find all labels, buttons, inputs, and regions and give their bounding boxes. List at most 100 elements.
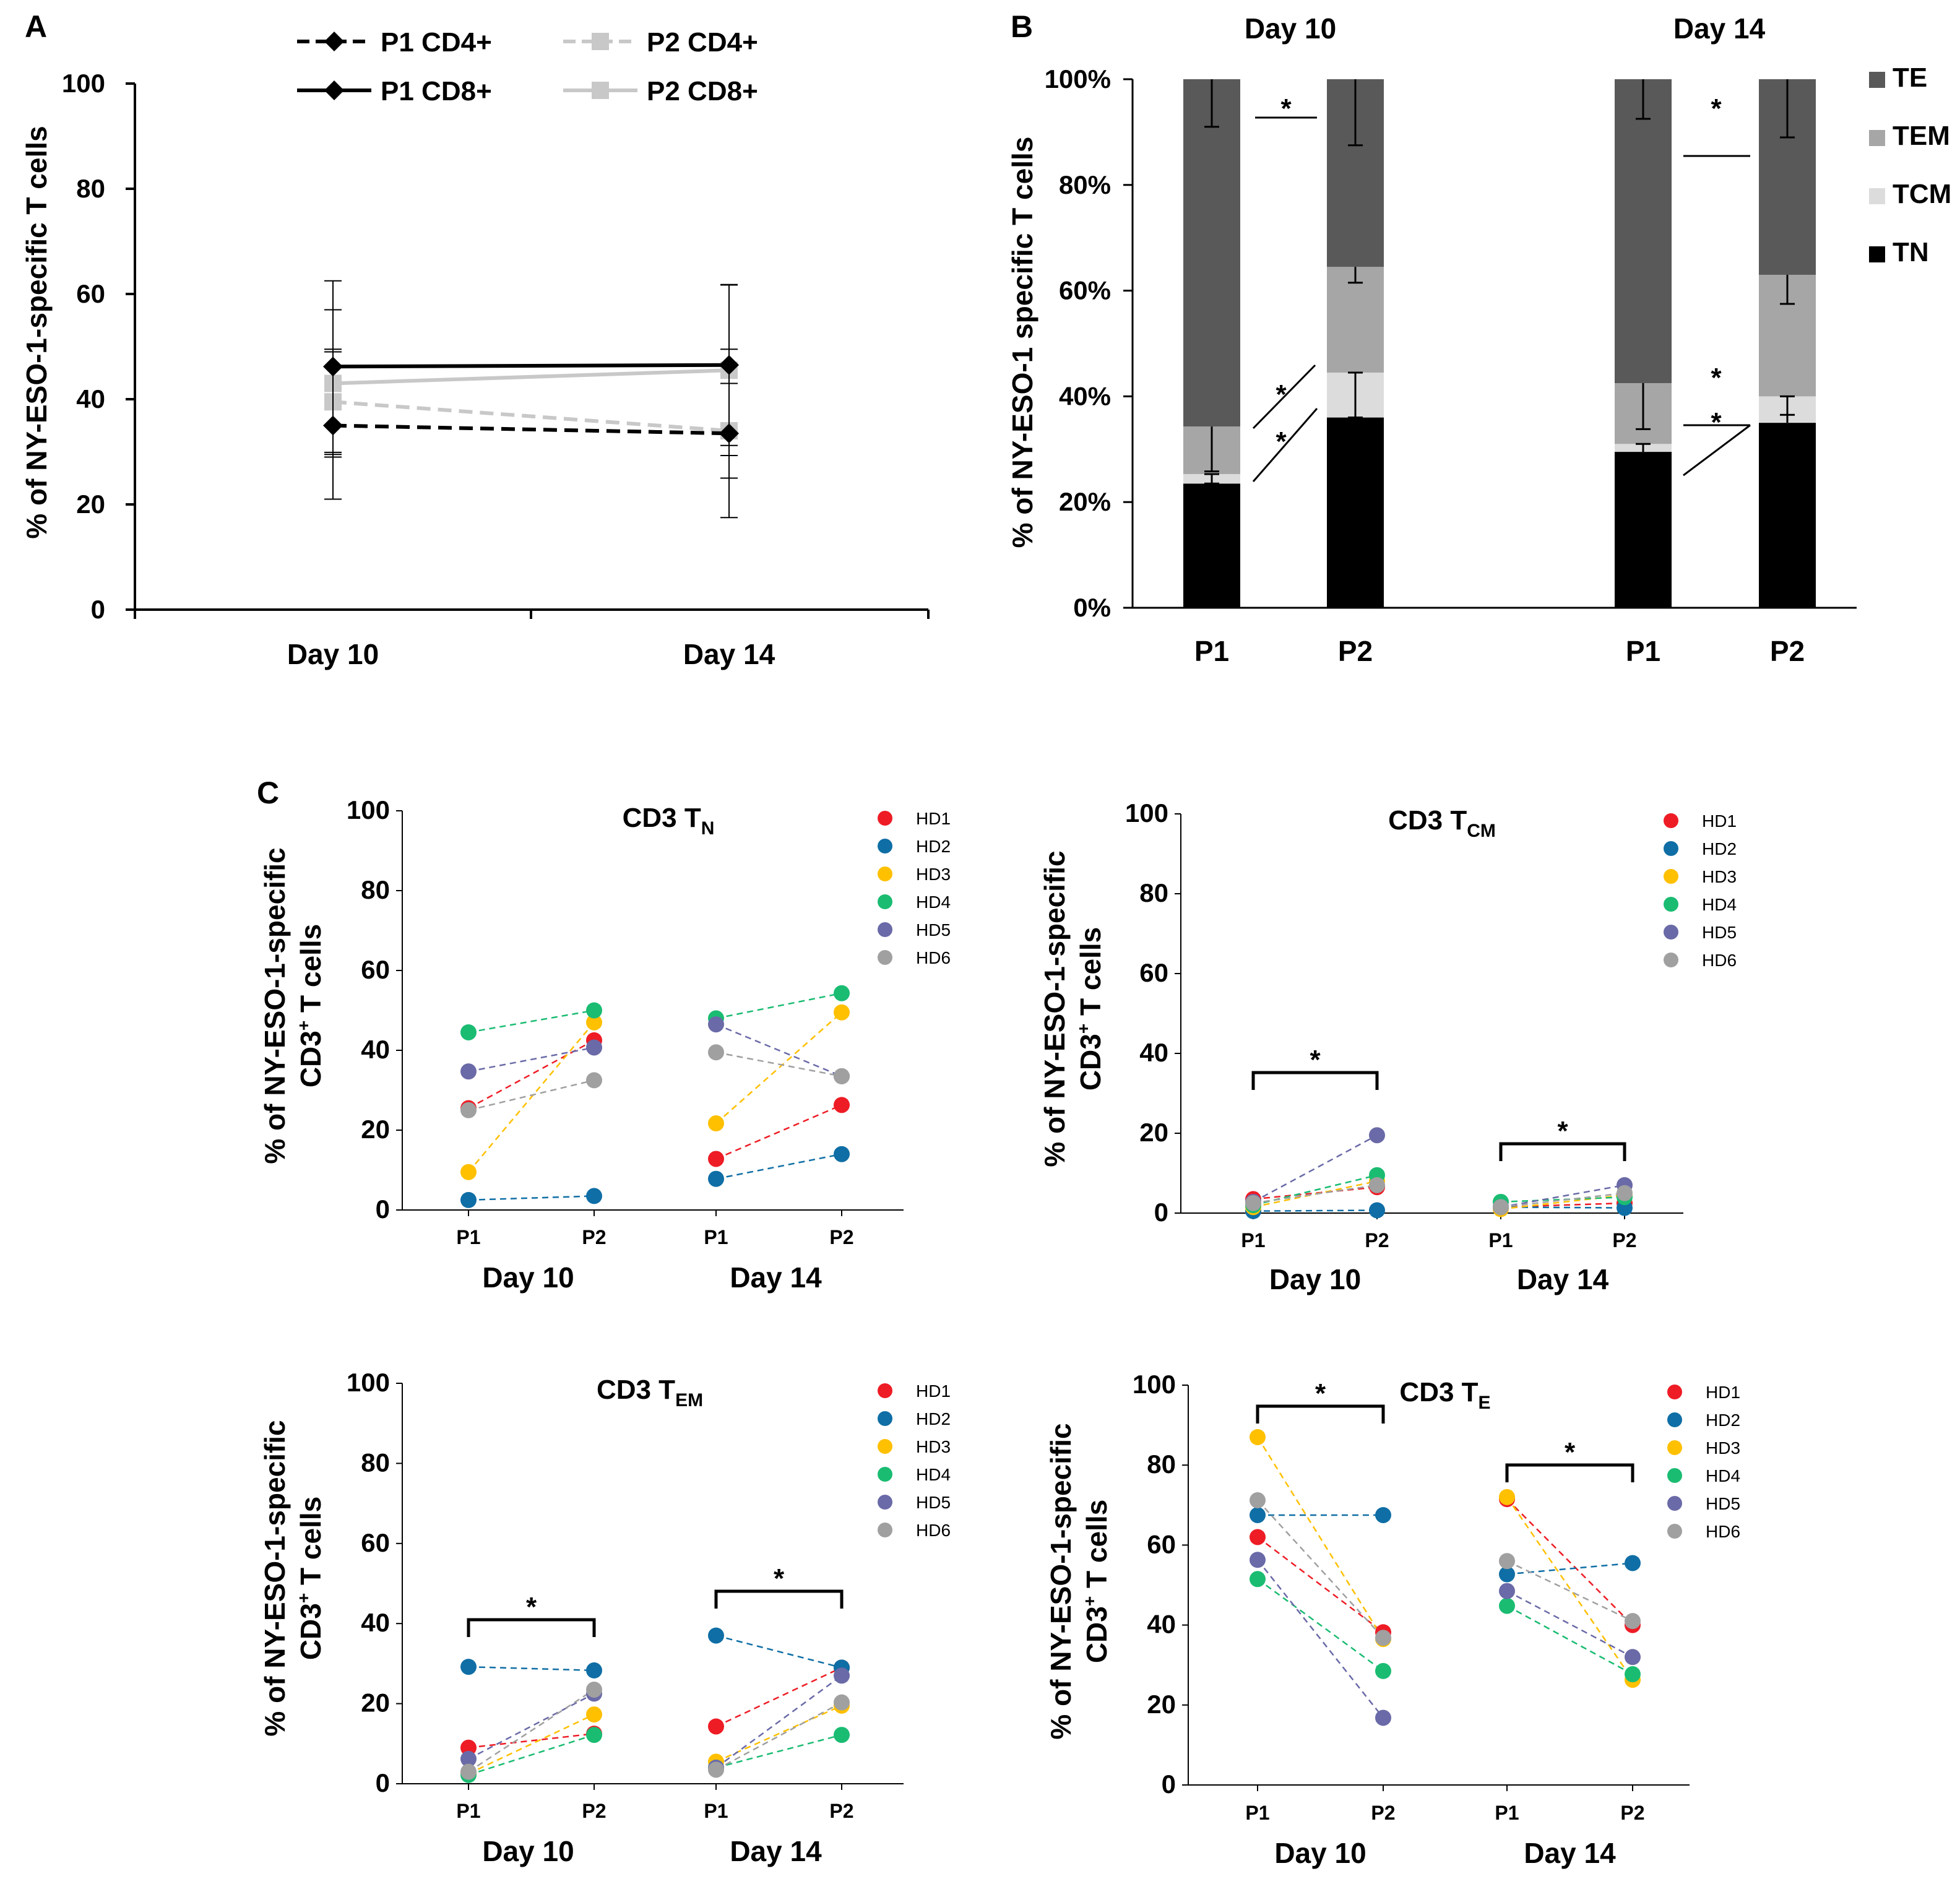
donor-point-hd4	[586, 1002, 602, 1019]
group-label: Day 10	[482, 1835, 574, 1867]
donor-link-hd5	[1253, 1134, 1378, 1203]
y-tick-label: 20	[361, 1115, 390, 1144]
donor-link-hd5	[715, 1675, 842, 1769]
group-label: Day 14	[730, 1835, 822, 1867]
legend-label: HD5	[916, 920, 951, 940]
significance-star: *	[1276, 426, 1287, 457]
panel-a: A % of NY-ESO-1-specific T cells 0 20 40 60…	[20, 9, 930, 670]
bar-segment-tn	[1759, 423, 1816, 608]
legend-entry: P2 CD8+	[563, 76, 758, 106]
stacked-bar	[1183, 79, 1240, 608]
donor-point-hd4	[834, 1727, 850, 1744]
y-tick-label: 100	[347, 795, 390, 824]
significance-star: *	[1280, 93, 1292, 124]
subplot-ylabel: % of NY-ESO-1-specific CD3+ T cells	[259, 1420, 327, 1736]
legend-label: HD3	[1706, 1438, 1740, 1458]
y-tick-label: 40	[1147, 1610, 1176, 1639]
legend-label: HD2	[916, 1409, 951, 1428]
y-tick-label: 40	[1139, 1038, 1168, 1067]
subplot-title: CD3 TN	[623, 803, 715, 839]
y-tick-label: 100	[1125, 798, 1168, 827]
donor-link-hd1	[1253, 1186, 1378, 1200]
subplot-em: 0 20 40 60 80 100 P1 P2 P1 P2 Day 10 Day 14 CD3 TEM%…	[259, 1368, 951, 1867]
donor-point-hd6	[1369, 1177, 1385, 1193]
bar-segment-tn	[1327, 417, 1384, 608]
legend-label: HD3	[916, 865, 951, 884]
donor-point-hd6	[708, 1044, 724, 1061]
significance-star: *	[1711, 93, 1722, 124]
donor-link-hd6	[468, 1079, 595, 1111]
donor-point-hd2	[586, 1662, 602, 1679]
donor-link-hd6	[715, 1051, 842, 1078]
legend-entry: TE	[1869, 63, 1927, 93]
y-tick-label: 60%	[1059, 276, 1111, 305]
panel-b-group-labels: Day 10 Day 14	[1245, 12, 1766, 45]
legend-entry: P2 CD4+	[563, 27, 758, 58]
bar-segment-tn	[1615, 452, 1672, 608]
x-tick-label: P1	[1245, 1802, 1269, 1824]
x-tick-label: P2	[582, 1226, 606, 1248]
legend-label: HD2	[1702, 839, 1737, 858]
x-tick-label: P1	[1495, 1802, 1519, 1824]
legend-label: P1 CD4+	[381, 27, 492, 58]
legend-entry: TN	[1869, 237, 1929, 267]
donor-point-hd3	[1499, 1489, 1515, 1505]
legend-label: P2 CD8+	[647, 76, 758, 106]
legend-marker	[1664, 925, 1678, 940]
donor-point-hd4	[586, 1727, 602, 1744]
donor-point-hd6	[1499, 1553, 1515, 1570]
donor-point-hd6	[1245, 1195, 1261, 1211]
legend-marker	[1664, 869, 1678, 884]
y-tick-label: 100	[62, 69, 105, 98]
x-tick-label: P2	[1620, 1802, 1644, 1824]
donor-point-hd4	[1499, 1597, 1515, 1614]
legend-label: HD4	[916, 892, 951, 912]
donor-link-hd4	[715, 1734, 842, 1769]
donor-link-hd4	[1506, 1605, 1633, 1675]
donor-point-hd4	[1625, 1666, 1641, 1683]
y-tick-label: 20%	[1059, 487, 1111, 516]
significance-star: *	[526, 1592, 537, 1622]
subplot-title: CD3 TEM	[597, 1375, 703, 1411]
donor-point-hd6	[460, 1763, 477, 1780]
legend-label: HD2	[1706, 1411, 1740, 1430]
legend-marker	[1667, 1496, 1682, 1511]
data-point	[323, 356, 343, 377]
significance-star: *	[1310, 1045, 1321, 1075]
x-tick-label: P1	[704, 1226, 728, 1248]
significance-star: *	[1315, 1378, 1326, 1409]
series-p1-cd8-	[323, 280, 739, 453]
significance-star: *	[1557, 1116, 1568, 1146]
donor-point-hd6	[460, 1102, 477, 1118]
panel-a-ylabel: % of NY-ESO-1-specific T cells	[20, 126, 53, 538]
donor-link-hd4	[1253, 1174, 1378, 1206]
legend-marker	[878, 1383, 892, 1398]
donor-point-hd2	[708, 1170, 724, 1187]
donor-point-hd1	[460, 1739, 477, 1756]
donor-link-hd6	[468, 1688, 595, 1773]
y-tick-label: 60	[1147, 1529, 1176, 1558]
x-tick-label: P2	[582, 1800, 606, 1822]
donor-point-hd5	[460, 1750, 477, 1767]
donor-point-hd1	[1250, 1529, 1266, 1545]
legend-label: HD2	[916, 837, 951, 856]
donor-point-hd2	[460, 1191, 477, 1208]
x-tick-label: P2	[1338, 635, 1373, 667]
donor-link-hd5	[468, 1693, 595, 1760]
group-label: Day 14	[1673, 12, 1766, 45]
legend-label: TN	[1893, 237, 1929, 267]
donor-point-hd5	[1625, 1649, 1641, 1666]
donor-point-hd5	[708, 1016, 724, 1033]
donor-point-hd5	[1499, 1583, 1515, 1599]
y-tick-label: 0	[376, 1768, 390, 1797]
legend-marker	[878, 839, 892, 853]
donor-point-hd6	[586, 1681, 602, 1698]
donor-point-hd5	[586, 1039, 602, 1056]
donor-link-hd2	[468, 1666, 595, 1672]
legend-swatch	[1869, 246, 1885, 262]
legend-marker	[1667, 1468, 1682, 1483]
